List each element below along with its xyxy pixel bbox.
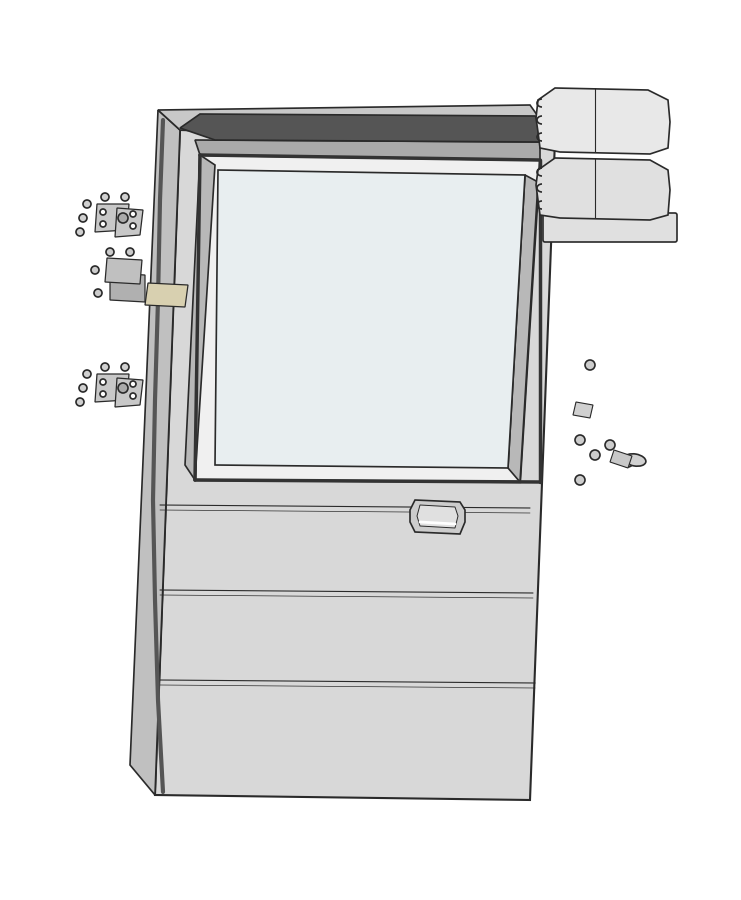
Circle shape (76, 398, 84, 406)
Polygon shape (180, 114, 555, 142)
Polygon shape (195, 155, 540, 482)
Polygon shape (130, 110, 180, 795)
Circle shape (100, 221, 106, 227)
Polygon shape (508, 175, 538, 482)
FancyBboxPatch shape (543, 213, 677, 242)
Circle shape (585, 360, 595, 370)
Circle shape (575, 475, 585, 485)
Circle shape (83, 200, 91, 208)
Polygon shape (115, 208, 143, 237)
Circle shape (590, 450, 600, 460)
Circle shape (130, 381, 136, 387)
Polygon shape (536, 88, 670, 154)
Polygon shape (155, 130, 555, 800)
Polygon shape (610, 450, 632, 468)
Circle shape (79, 214, 87, 222)
Circle shape (79, 384, 87, 392)
Polygon shape (215, 170, 525, 468)
Polygon shape (115, 378, 143, 407)
Circle shape (130, 211, 136, 217)
Circle shape (83, 370, 91, 378)
Circle shape (91, 266, 99, 274)
Circle shape (121, 193, 129, 201)
Polygon shape (195, 140, 540, 160)
Polygon shape (105, 258, 142, 284)
Circle shape (623, 457, 633, 467)
Circle shape (101, 363, 109, 371)
Circle shape (76, 228, 84, 236)
Polygon shape (110, 273, 145, 302)
Circle shape (130, 393, 136, 399)
Polygon shape (573, 402, 593, 418)
Circle shape (100, 379, 106, 385)
Polygon shape (95, 204, 129, 232)
Polygon shape (185, 155, 215, 480)
Polygon shape (158, 105, 555, 140)
Polygon shape (536, 158, 670, 220)
Circle shape (575, 435, 585, 445)
Circle shape (121, 363, 129, 371)
Polygon shape (95, 374, 129, 402)
Circle shape (101, 193, 109, 201)
Circle shape (100, 391, 106, 397)
Circle shape (118, 213, 128, 223)
Polygon shape (417, 505, 458, 528)
Circle shape (605, 440, 615, 450)
Circle shape (106, 248, 114, 256)
Polygon shape (410, 500, 465, 534)
Circle shape (126, 248, 134, 256)
Polygon shape (145, 283, 188, 307)
Circle shape (100, 209, 106, 215)
Circle shape (94, 289, 102, 297)
Circle shape (118, 383, 128, 393)
Circle shape (130, 223, 136, 229)
Ellipse shape (624, 454, 646, 466)
